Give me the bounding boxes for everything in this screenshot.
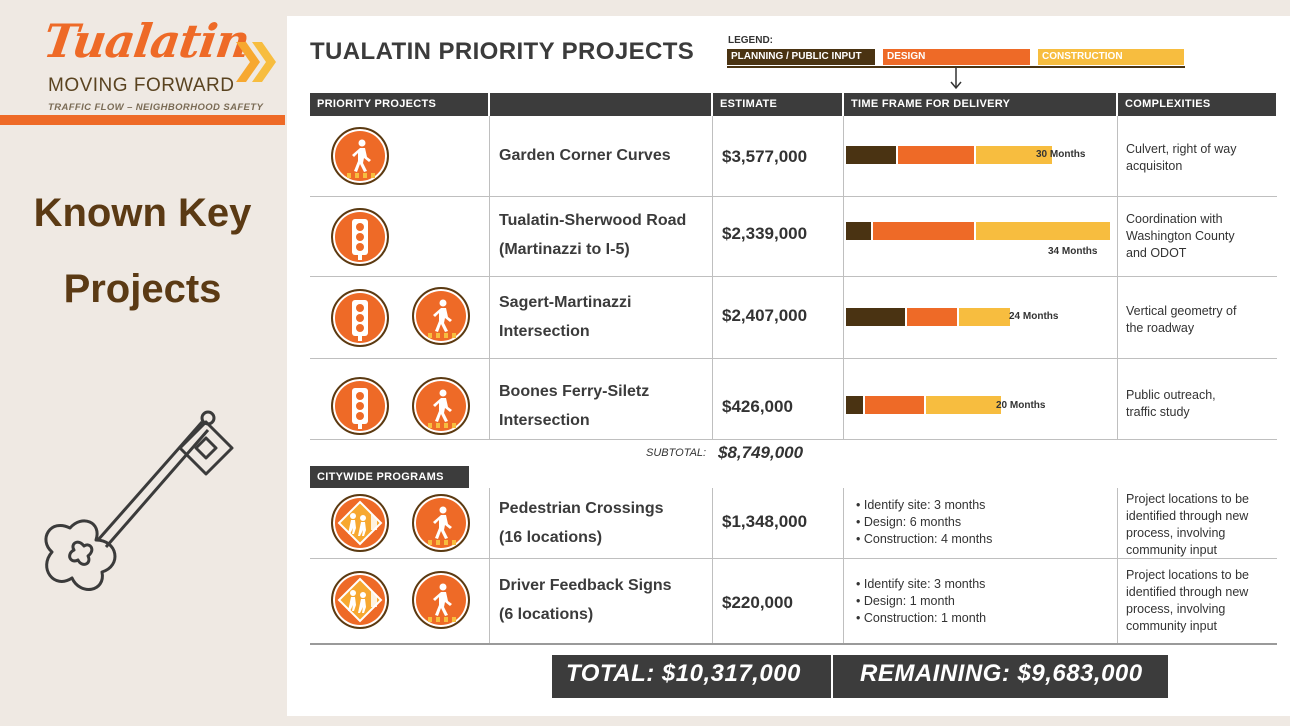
project-complexities: Coordination with Washington County and … — [1126, 212, 1235, 260]
legend-construction: CONSTRUCTION — [1038, 49, 1184, 65]
totals-bar — [552, 655, 1168, 698]
col-divider — [489, 116, 490, 439]
arrow-down-icon — [950, 67, 962, 90]
project-name: Boones Ferry-Siletz Intersection — [499, 383, 650, 429]
pedestrian-icon — [412, 494, 470, 552]
project-complexities: Vertical geometry of the roadway — [1126, 304, 1237, 335]
program-complexities: Project locations to be identified throu… — [1126, 492, 1249, 557]
subtotal-label: SUBTOTAL: — [646, 447, 707, 459]
program-name: Driver Feedback Signs (6 locations) — [499, 577, 672, 623]
project-estimate: $426,000 — [722, 397, 793, 416]
school-crossing-icon — [331, 494, 389, 552]
row-divider — [310, 358, 1277, 359]
pedestrian-icon — [412, 377, 470, 435]
project-name: Sagert-Martinazzi Intersection — [499, 294, 632, 340]
header-complexities: COMPLEXITIES — [1118, 93, 1276, 116]
program-estimate: $220,000 — [722, 593, 793, 612]
timeline-design-bar — [898, 146, 974, 164]
timeline-total: 24 Months — [1009, 311, 1059, 322]
citywide-header: CITYWIDE PROGRAMS — [310, 466, 469, 488]
program-steps: • Identify site: 3 months • Design: 6 mo… — [856, 498, 993, 546]
program-estimate: $1,348,000 — [722, 512, 808, 531]
timeline-planning-bar — [846, 308, 905, 326]
table-bottom-line — [310, 643, 1277, 645]
logo-moving-forward: MOVING FORWARD — [48, 75, 235, 96]
tualatin-logo: Tualatin MOVING FORWARD TRAFFIC FLOW – N… — [40, 12, 290, 113]
pedestrian-icon — [412, 571, 470, 629]
timeline-construction-bar — [976, 146, 1052, 164]
total-value: TOTAL: $10,317,000 — [566, 660, 801, 687]
school-crossing-icon — [331, 571, 389, 629]
col-divider — [489, 488, 490, 643]
project-estimate: $2,339,000 — [722, 224, 808, 243]
timeline-planning-bar — [846, 396, 863, 414]
row-divider — [310, 439, 1277, 440]
timeline-total: 30 Months — [1036, 149, 1086, 160]
col-divider — [843, 488, 844, 643]
legend-planning: PLANNING / PUBLIC INPUT — [727, 49, 875, 65]
timeline-planning-bar — [846, 222, 872, 240]
timeline-construction-bar — [925, 396, 1002, 414]
program-name: Pedestrian Crossings (16 locations) — [499, 500, 664, 546]
traffic-light-icon — [331, 208, 389, 266]
chevron-right-icon — [236, 42, 276, 82]
project-complexities: Culvert, right of way acquisiton — [1126, 142, 1237, 173]
remaining-value: REMAINING: $9,683,000 — [860, 660, 1143, 687]
traffic-light-icon — [331, 289, 389, 347]
side-title-line-1: Known Key — [33, 191, 252, 235]
timeline-total: 20 Months — [996, 400, 1046, 411]
header-spacer — [490, 93, 711, 116]
timeline-construction-bar — [976, 222, 1111, 240]
timeline-planning-bar — [846, 146, 897, 164]
timeline-design-bar — [864, 396, 924, 414]
header-timeframe: TIME FRAME FOR DELIVERY — [844, 93, 1116, 116]
project-name: Tualatin-Sherwood Road (Martinazzi to I-… — [499, 212, 687, 258]
timeline-total: 34 Months — [1048, 246, 1098, 257]
project-estimate: $3,577,000 — [722, 147, 808, 166]
col-divider — [712, 116, 713, 439]
key-icon — [44, 410, 234, 591]
col-divider — [1117, 488, 1118, 643]
legend-title: LEGEND: — [728, 35, 773, 46]
timeline-construction-bar — [959, 308, 1010, 326]
side-title-line-2: Projects — [63, 267, 222, 311]
timeline-design-bar — [906, 308, 958, 326]
col-divider — [1117, 116, 1118, 439]
col-divider — [843, 116, 844, 439]
subtotal-value: $8,749,000 — [718, 443, 804, 462]
traffic-light-icon — [331, 377, 389, 435]
project-complexities: Public outreach, traffic study — [1126, 388, 1216, 419]
row-divider — [310, 276, 1277, 277]
logo-script: Tualatin — [40, 14, 253, 68]
side-title: Known Key Projects — [0, 175, 285, 327]
program-steps: • Identify site: 3 months • Design: 1 mo… — [856, 577, 987, 625]
logo-tagline: TRAFFIC FLOW – NEIGHBORHOOD SAFETY — [48, 102, 264, 113]
project-estimate: $2,407,000 — [722, 306, 808, 325]
header-projects: PRIORITY PROJECTS — [310, 93, 488, 116]
orange-divider — [0, 115, 285, 125]
row-divider — [310, 196, 1277, 197]
pedestrian-icon — [331, 127, 389, 185]
col-divider — [712, 488, 713, 643]
legend-design: DESIGN — [883, 49, 1030, 65]
program-complexities: Project locations to be identified throu… — [1126, 568, 1249, 633]
header-estimate: ESTIMATE — [713, 93, 842, 116]
timeline-design-bar — [873, 222, 974, 240]
project-name: Garden Corner Curves — [499, 147, 671, 164]
totals-divider — [831, 655, 833, 698]
row-divider — [310, 558, 1277, 559]
page-title: TUALATIN PRIORITY PROJECTS — [310, 38, 695, 65]
pedestrian-icon — [412, 287, 470, 345]
